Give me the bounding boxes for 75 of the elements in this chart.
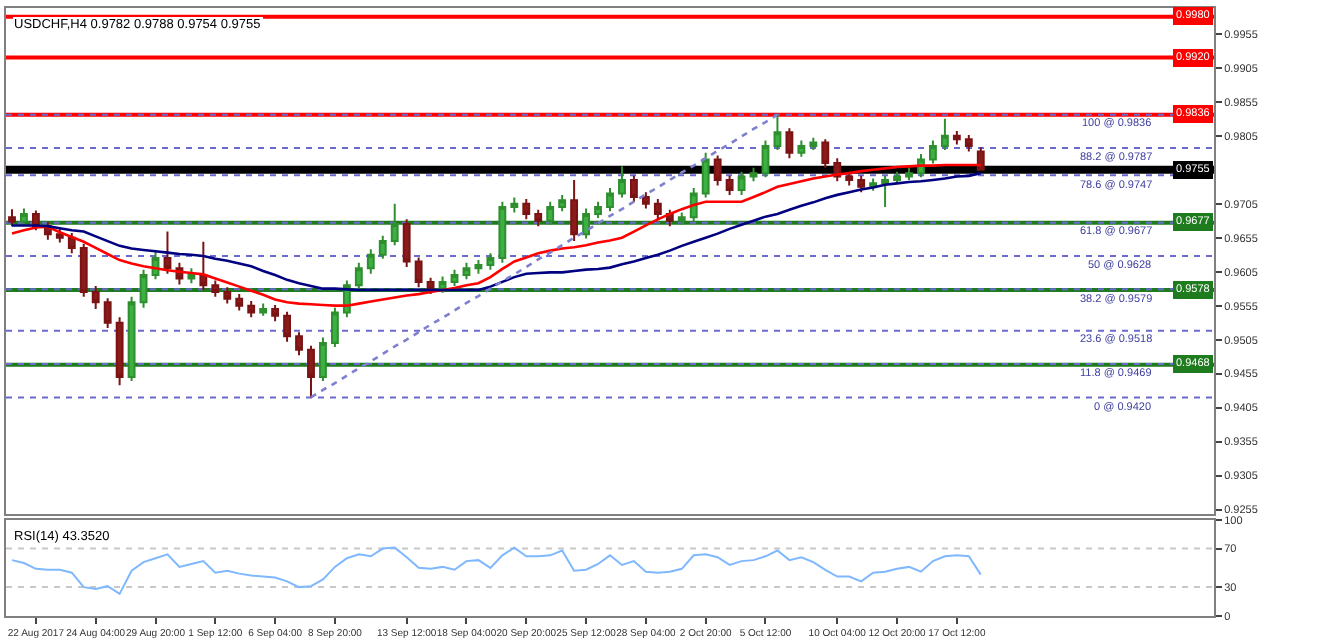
candlestick xyxy=(797,139,806,158)
candlestick xyxy=(390,202,399,247)
candlestick xyxy=(498,200,507,264)
candlestick xyxy=(713,154,722,187)
candlestick xyxy=(127,295,136,383)
candlestick xyxy=(773,113,782,152)
candlestick xyxy=(821,138,830,169)
candlestick xyxy=(893,170,901,186)
candlestick xyxy=(976,146,985,172)
candlestick xyxy=(653,197,662,221)
candlestick xyxy=(354,261,363,292)
candlestick xyxy=(474,259,483,275)
candlestick xyxy=(8,208,16,228)
candlestick xyxy=(929,139,937,165)
candlestick xyxy=(319,336,327,383)
candlestick xyxy=(582,207,590,240)
candlestick xyxy=(235,293,244,312)
candlestick xyxy=(211,279,220,298)
candlestick xyxy=(677,211,686,226)
candlestick xyxy=(199,240,208,292)
candlestick xyxy=(163,230,172,275)
candlestick xyxy=(749,166,758,183)
candlestick xyxy=(223,286,232,305)
candlestick xyxy=(426,276,435,296)
candlestick xyxy=(259,302,268,317)
candlestick xyxy=(725,174,734,196)
candlestick xyxy=(307,344,315,399)
candlestick xyxy=(79,242,88,298)
candlestick xyxy=(378,234,387,260)
candlestick xyxy=(283,310,291,343)
candlestick xyxy=(139,268,148,309)
candlestick xyxy=(330,306,339,349)
candlestick xyxy=(534,208,543,228)
candlestick xyxy=(486,252,495,271)
line-series xyxy=(10,171,983,292)
candlestick xyxy=(737,170,746,196)
candlestick xyxy=(115,316,124,387)
candlestick xyxy=(187,267,196,285)
candlestick xyxy=(510,196,519,214)
candlestick xyxy=(606,187,614,213)
candlestick xyxy=(247,299,256,319)
candlestick xyxy=(594,200,602,219)
candlestick xyxy=(20,207,28,226)
candlestick xyxy=(940,117,949,152)
candlestick xyxy=(91,284,100,311)
candlestick xyxy=(55,227,64,244)
candlestick xyxy=(271,303,280,323)
candlestick xyxy=(546,200,555,226)
candlestick xyxy=(845,170,854,187)
candlestick xyxy=(103,297,112,330)
candlestick xyxy=(701,151,710,199)
candlestick xyxy=(366,248,375,275)
candlestick xyxy=(67,231,76,255)
candlestick xyxy=(785,127,794,160)
candlestick xyxy=(558,193,567,213)
candlestick xyxy=(618,165,626,199)
candlestick xyxy=(857,174,866,194)
candlestick xyxy=(295,331,303,357)
candlestick xyxy=(450,268,459,287)
line-series xyxy=(10,163,983,307)
candlestick xyxy=(952,130,961,146)
candlestick xyxy=(414,256,423,289)
candlestick xyxy=(881,174,890,209)
candlestick xyxy=(905,166,913,181)
candlestick xyxy=(761,139,770,179)
line-series xyxy=(309,113,779,399)
candlestick xyxy=(964,134,973,153)
candlestick xyxy=(402,218,411,268)
candlestick xyxy=(522,197,531,221)
candlestick xyxy=(641,191,650,210)
line-series xyxy=(10,546,982,595)
candlestick xyxy=(462,261,471,281)
candlestick xyxy=(809,136,818,152)
candlestick xyxy=(570,178,579,243)
candlestick xyxy=(630,174,638,203)
